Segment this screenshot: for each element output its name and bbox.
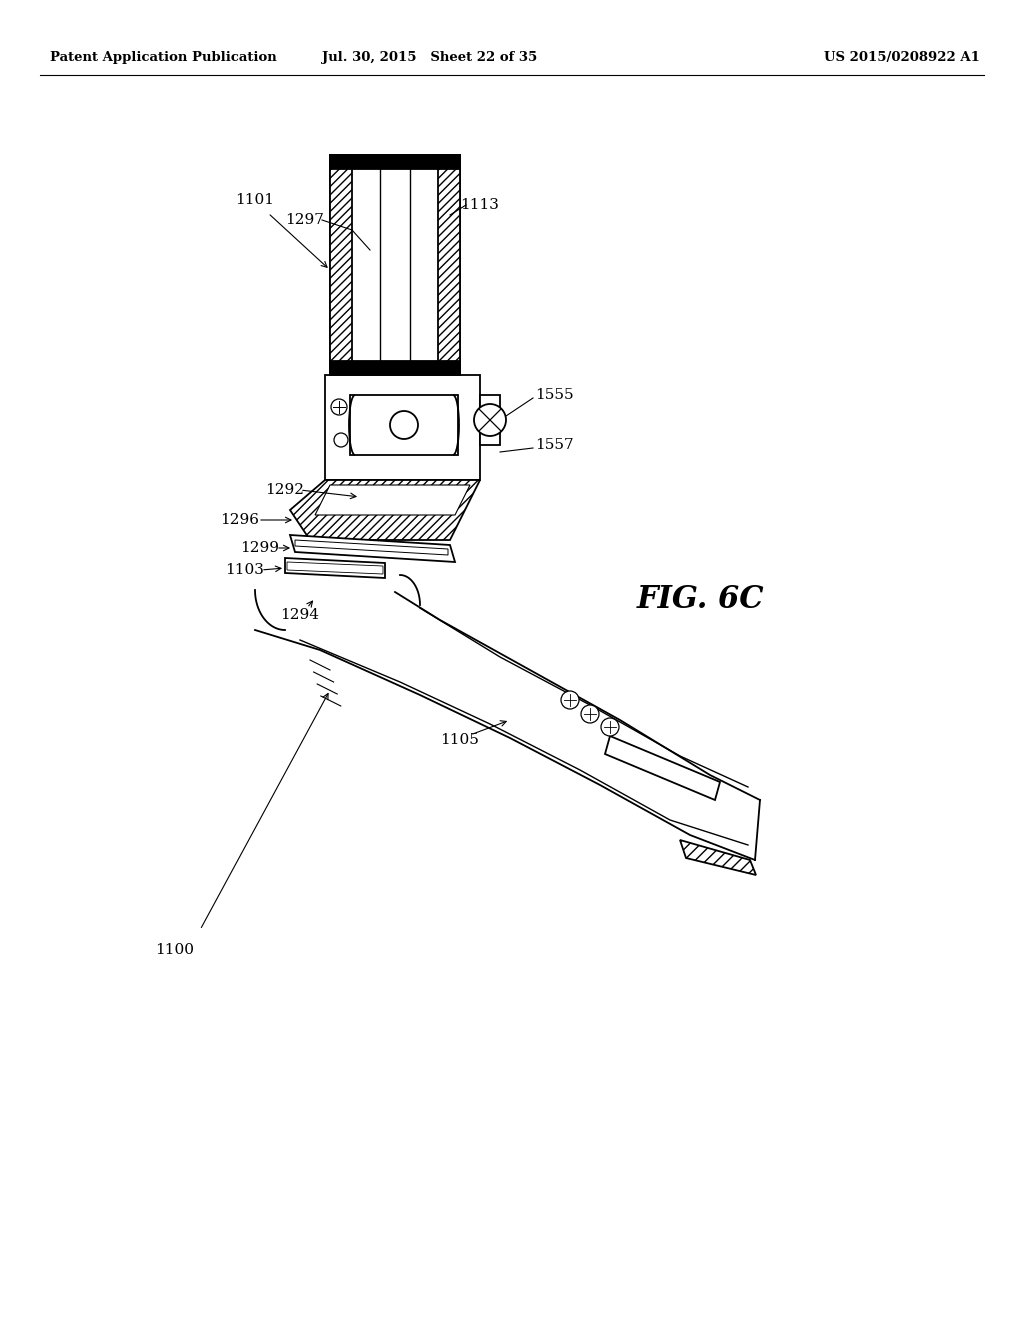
Text: 1100: 1100: [156, 942, 195, 957]
Text: 1103: 1103: [225, 564, 264, 577]
Circle shape: [334, 433, 348, 447]
Text: 1297: 1297: [286, 213, 325, 227]
Polygon shape: [290, 535, 455, 562]
Circle shape: [561, 690, 579, 709]
Text: 1555: 1555: [535, 388, 573, 403]
Text: 1105: 1105: [440, 733, 479, 747]
Text: 1557: 1557: [535, 438, 573, 451]
Polygon shape: [315, 484, 470, 515]
Bar: [325, 375, 480, 480]
Polygon shape: [605, 737, 720, 800]
Text: 1294: 1294: [281, 609, 319, 622]
Text: 1292: 1292: [265, 483, 304, 498]
Circle shape: [581, 705, 599, 723]
Text: 1299: 1299: [241, 541, 280, 554]
Text: 1113: 1113: [461, 198, 500, 213]
Text: Jul. 30, 2015   Sheet 22 of 35: Jul. 30, 2015 Sheet 22 of 35: [323, 51, 538, 65]
Circle shape: [331, 399, 347, 414]
Bar: [330, 154, 460, 169]
Polygon shape: [680, 840, 756, 875]
Polygon shape: [295, 540, 449, 554]
Polygon shape: [287, 562, 383, 574]
Circle shape: [601, 718, 618, 737]
Bar: [330, 360, 460, 375]
Text: FIG. 6C: FIG. 6C: [636, 585, 764, 615]
Text: 1101: 1101: [236, 193, 274, 207]
Bar: [480, 395, 500, 445]
Text: Patent Application Publication: Patent Application Publication: [50, 51, 276, 65]
Bar: [350, 395, 458, 455]
Polygon shape: [285, 558, 385, 578]
Circle shape: [390, 411, 418, 440]
Text: US 2015/0208922 A1: US 2015/0208922 A1: [824, 51, 980, 65]
Polygon shape: [330, 154, 352, 375]
Circle shape: [474, 404, 506, 436]
Text: 1296: 1296: [220, 513, 259, 527]
Polygon shape: [290, 480, 480, 540]
Polygon shape: [438, 154, 460, 375]
Bar: [330, 154, 460, 375]
